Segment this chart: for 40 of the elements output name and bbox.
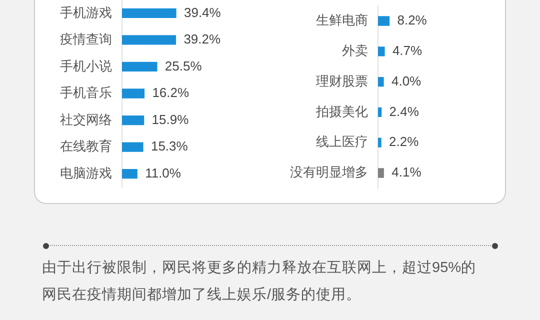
data-label: 11.0% [145,165,182,180]
data-label: 15.3% [150,138,188,154]
data-label: 15.9% [152,112,190,127]
bar [122,35,176,45]
data-label: 2.4% [389,104,420,119]
bar [378,168,384,178]
y-tick-label: 手机音乐 [60,85,112,100]
bar [122,62,158,72]
y-tick-label: 生鲜电商 [316,12,368,28]
y-tick-label: 没有明显增多 [290,164,368,180]
bar [378,76,384,87]
y-tick-label: 理财股票 [316,73,368,88]
data-label: 16.2% [152,85,190,100]
y-tick-label: 社交网络 [60,112,112,127]
bar [378,107,382,118]
data-label: 4.0% [391,73,422,88]
data-label: 4.1% [392,164,422,180]
bar [378,16,390,26]
data-label: 39.4% [184,4,222,20]
data-label: 4.7% [392,42,423,58]
bar [122,142,144,152]
bar [378,138,382,148]
bar [122,8,176,18]
y-tick-label: 拍摄美化 [315,104,368,119]
y-tick-label: 电脑游戏 [60,165,112,180]
y-tick-label: 外卖 [342,42,368,58]
bar [122,88,145,98]
y-tick-label: 线上医疗 [316,134,368,150]
data-label: 8.2% [397,12,428,28]
text: 由于出行被限制，网民将更多的精力释放在互联网上，超过95%的网民在疫情期间都增加了线上娱乐/服务的使用。 [42,259,478,305]
bar [122,115,144,126]
y-tick-label: 手机小说 [60,58,112,74]
y-tick-label: 手机游戏 [60,4,112,20]
bar [122,168,138,179]
y-tick-label: 疫情查询 [60,32,112,47]
data-label: 25.5% [164,58,202,74]
y-tick-label: 在线教育 [60,138,112,154]
data-label: 39.2% [184,32,222,47]
data-label: 2.2% [389,134,420,150]
bar [378,46,385,56]
